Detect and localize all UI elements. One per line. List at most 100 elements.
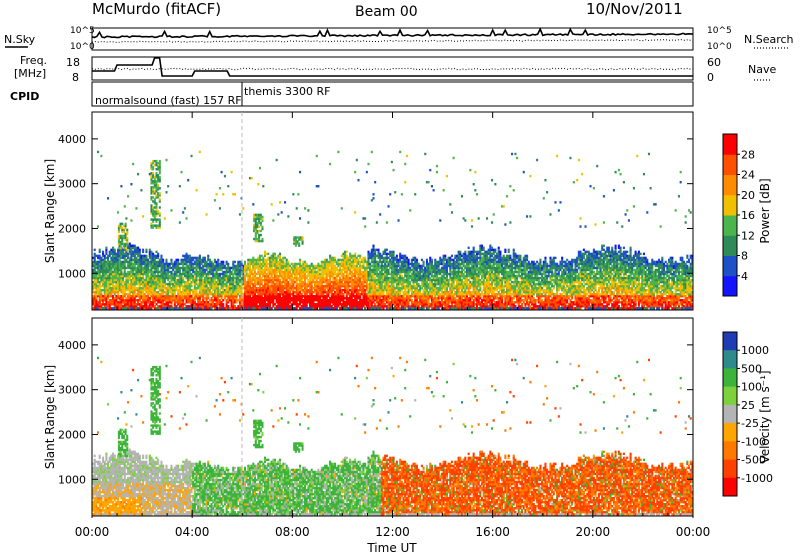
power-cell [273,284,277,288]
power-cell [173,299,176,302]
power-cell [272,280,275,284]
power-cell [128,276,131,280]
power-cell [225,276,228,280]
power-cell [243,284,246,288]
power-cell [95,286,98,290]
power-cell [98,303,101,306]
power-cell [213,272,216,276]
power-cell [93,252,96,256]
power-cell [188,307,191,310]
power-cell [365,170,368,174]
power-cell [275,260,278,264]
power-cell [260,268,263,272]
power-cell [127,262,130,266]
power-cell [97,292,100,296]
power-cell [147,264,150,268]
power-cell [187,268,190,272]
power-cell [238,305,241,308]
power-cell [165,307,168,310]
power-cell [370,150,373,154]
power-cell [103,305,106,308]
power-cell [103,290,106,294]
power-cell [145,254,148,258]
power-cell [218,266,221,270]
power-cell [232,264,235,268]
power-cell [207,264,210,268]
power-cell [167,268,170,272]
power-cell [142,307,145,310]
power-cell [155,297,158,300]
power-cell [103,270,106,274]
power-cell [203,260,206,264]
power-cell [132,278,135,282]
power-cell [237,266,240,270]
power-cell [248,264,251,268]
power-cell [238,266,241,270]
power-cell [210,292,213,296]
power-cell [92,276,95,280]
power-cell [148,305,151,308]
power-cell [135,260,138,264]
power-cell [223,297,226,300]
power-cell [255,297,258,300]
power-cell [263,262,267,266]
power-cell [275,158,278,162]
power-cell [202,280,205,284]
power-cell [170,303,173,306]
power-cell [117,248,120,252]
power-cell [268,266,272,270]
power-cell [222,270,225,274]
power-cell [93,264,96,268]
power-cell [108,301,111,304]
power-cell [133,294,136,298]
power-cell [147,301,150,304]
power-cell [182,258,185,262]
power-cell [102,270,105,274]
power-cell [175,307,178,310]
power-cell [232,286,235,290]
power-cell [158,282,161,286]
power-cell [142,288,145,292]
power-cell [180,294,183,298]
power-cell [392,168,395,172]
power-cell [147,294,150,298]
power-cell [265,264,268,268]
power-cell [185,252,188,256]
power-cell [185,266,188,270]
power-cell [142,276,145,280]
power-cell [270,299,273,302]
power-cell [238,288,241,292]
power-cell [407,258,410,262]
power-cell [157,278,160,282]
power-cell [177,282,180,286]
power-cell [399,150,402,154]
power-cell [118,288,121,292]
power-cell [135,246,138,250]
power-cell [142,250,145,254]
power-cell [195,307,198,310]
power-cell [257,256,260,260]
power-cell [203,284,206,288]
power-cell [137,301,140,304]
power-cell [110,250,113,254]
power-cell [128,246,131,250]
power-cell [160,276,163,280]
power-cell [255,294,258,298]
power-cell [195,260,198,264]
power-cell [112,252,115,256]
power-cell [242,207,245,210]
power-cell [257,264,260,268]
power-cell [202,297,205,300]
power-cell [230,270,233,274]
power-cell [180,266,183,270]
power-cell [117,270,120,274]
power-cell [160,254,163,258]
power-cell [237,288,240,292]
power-cell [152,299,155,302]
power-cell [200,258,203,262]
power-cell [92,274,95,278]
power-cell [123,262,126,266]
power-cell [105,268,108,272]
power-cell [142,274,145,278]
power-cell [123,303,126,306]
